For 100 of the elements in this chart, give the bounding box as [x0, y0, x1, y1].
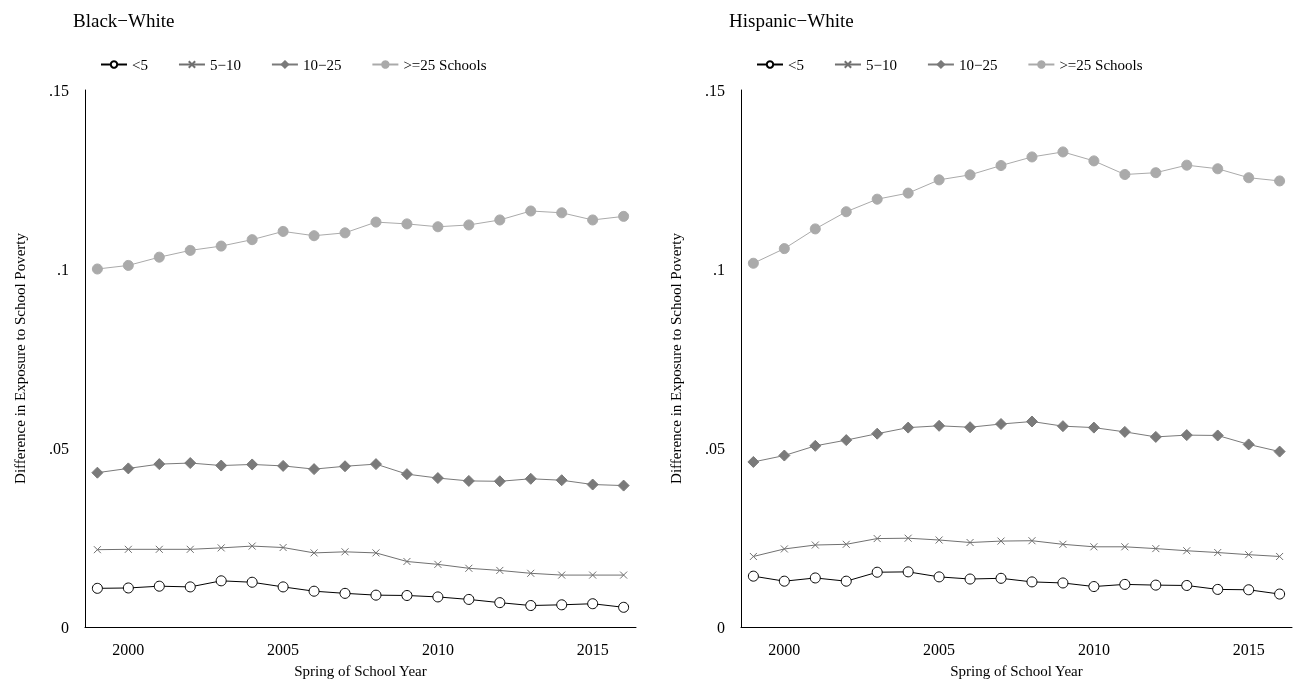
point — [1150, 167, 1162, 179]
point — [432, 591, 444, 603]
point — [557, 571, 566, 580]
point — [619, 571, 628, 580]
point — [1025, 415, 1038, 428]
point — [308, 463, 321, 476]
legend-label: 10−25 — [958, 56, 998, 73]
point — [556, 599, 568, 611]
point — [933, 571, 945, 583]
point — [840, 575, 852, 587]
y-tick-label: .15 — [705, 81, 725, 99]
point — [217, 543, 226, 552]
point — [1120, 542, 1129, 551]
point — [310, 548, 319, 557]
legend-label: 5−10 — [209, 56, 241, 73]
point — [556, 207, 568, 219]
point — [1057, 146, 1069, 158]
point — [153, 251, 165, 263]
point — [1119, 168, 1131, 180]
point — [124, 545, 133, 554]
point — [555, 474, 568, 487]
chart-title: Hispanic−White — [729, 10, 854, 31]
point — [778, 575, 790, 587]
point — [277, 459, 290, 472]
point — [431, 472, 444, 485]
y-tick-label: 0 — [717, 618, 725, 636]
legend-label: >=25 Schools — [1059, 56, 1143, 73]
point — [871, 427, 884, 440]
point — [1056, 420, 1069, 433]
x-tick-label: 2005 — [923, 640, 956, 658]
y-tick-label: .05 — [705, 439, 725, 457]
legend-label: 5−10 — [865, 56, 897, 73]
point — [1118, 425, 1131, 438]
point — [155, 545, 164, 554]
point — [618, 601, 630, 613]
point — [840, 434, 853, 447]
point — [902, 421, 915, 434]
point — [248, 542, 257, 551]
point — [308, 585, 320, 597]
point — [1149, 430, 1162, 443]
point — [1275, 552, 1284, 561]
point — [1243, 584, 1255, 596]
point — [526, 569, 535, 578]
point — [587, 598, 599, 610]
point — [369, 458, 382, 471]
point — [778, 243, 790, 255]
point — [186, 545, 195, 554]
point — [933, 419, 946, 432]
point — [91, 582, 103, 594]
point — [1057, 577, 1069, 589]
point — [524, 472, 537, 485]
legend-label: >=25 Schools — [403, 56, 487, 73]
point — [1181, 159, 1193, 171]
point — [153, 458, 166, 471]
point — [401, 218, 413, 230]
point — [618, 210, 630, 222]
point — [525, 600, 537, 612]
point — [809, 439, 822, 452]
legend-label: 10−25 — [302, 56, 342, 73]
point — [904, 534, 913, 543]
point — [995, 418, 1008, 431]
x-tick-label: 2005 — [267, 640, 300, 658]
point — [1088, 155, 1100, 167]
point — [93, 545, 102, 554]
point — [494, 597, 506, 609]
point — [1027, 536, 1036, 545]
point — [246, 234, 258, 246]
point — [184, 581, 196, 593]
point — [1182, 546, 1191, 555]
y-axis-title: Difference in Exposure to School Poverty — [11, 232, 28, 484]
point — [215, 240, 227, 252]
point — [339, 227, 351, 239]
point — [1243, 172, 1255, 184]
point — [279, 543, 288, 552]
point — [341, 547, 350, 556]
point — [1058, 540, 1067, 549]
y-tick-label: .1 — [713, 260, 725, 278]
point — [91, 263, 103, 275]
y-tick-label: .15 — [49, 81, 69, 99]
x-tick-label: 2000 — [112, 640, 145, 658]
point — [184, 244, 196, 256]
point — [747, 257, 759, 269]
point — [215, 575, 227, 587]
point — [1244, 550, 1253, 559]
x-tick-label: 2015 — [1232, 640, 1265, 658]
point — [246, 458, 259, 471]
point — [1119, 578, 1131, 590]
point — [215, 459, 228, 472]
point — [902, 187, 914, 199]
point — [525, 205, 537, 217]
point — [277, 225, 289, 237]
point — [964, 573, 976, 585]
point — [811, 541, 820, 550]
point — [1089, 542, 1098, 551]
point — [370, 216, 382, 228]
point — [1212, 583, 1224, 595]
point — [995, 160, 1007, 172]
point — [370, 589, 382, 601]
point — [1151, 544, 1160, 553]
point — [809, 572, 821, 584]
